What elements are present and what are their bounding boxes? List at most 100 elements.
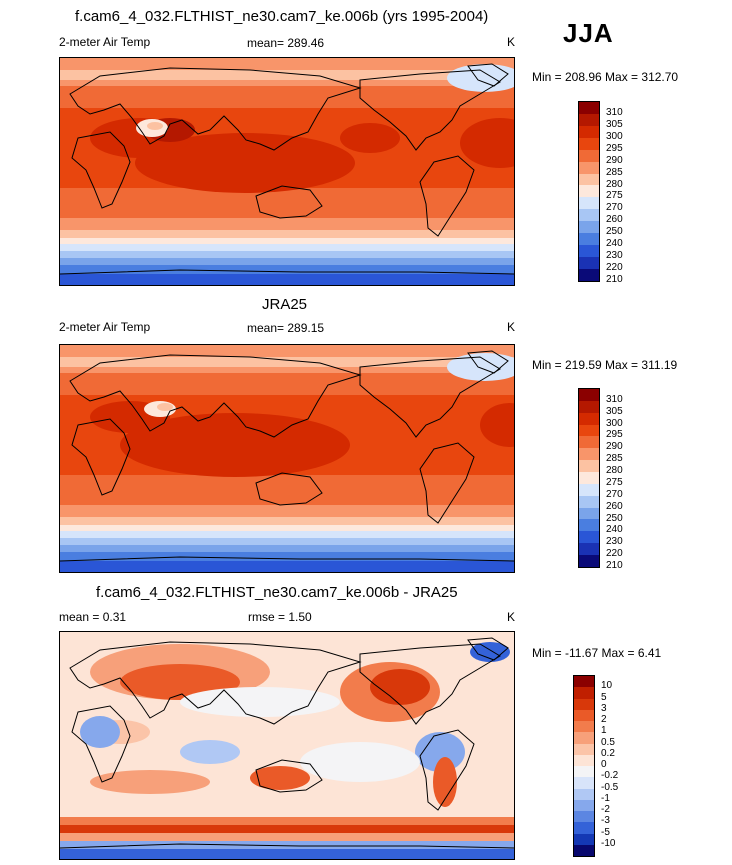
colorbar-tick-label: 300 — [606, 130, 623, 142]
colorbar-tick-label: 2 — [601, 714, 607, 725]
panel-2-units-label: K — [507, 320, 516, 334]
colorbar-swatch — [579, 185, 599, 198]
panel-2-colorbar — [578, 388, 600, 568]
colorbar-tick-label: 3 — [601, 702, 607, 714]
colorbar-tick-label: 275 — [606, 476, 623, 488]
colorbar-swatch — [574, 676, 594, 688]
colorbar-tick-label: 0.5 — [601, 736, 615, 748]
panel-3-colorbar-labels: 10 5 3 2 1 0.5 0.2 0 -0.2 -0.5 -1 -2 -3 -5 -10 — [601, 675, 641, 857]
colorbar-swatch — [579, 113, 599, 126]
panel-3-rmse-label: rmse = 1.50 — [248, 610, 312, 624]
colorbar-tick-label: 305 — [606, 118, 623, 130]
panel-1-colorbar — [578, 101, 600, 282]
colorbar-tick-label: 5 — [601, 691, 607, 703]
colorbar-tick-label: 260 — [606, 214, 623, 226]
colorbar-swatch — [579, 221, 599, 234]
colorbar-swatch — [574, 743, 594, 755]
panel-1-variable-label: 2-meter Air Temp — [59, 35, 151, 49]
colorbar-tick-label: 230 — [606, 536, 623, 548]
colorbar-tick-label: -1 — [601, 792, 610, 804]
panel-3-units-label: K — [507, 610, 516, 624]
colorbar-tick-label: -5 — [601, 826, 610, 838]
colorbar-swatch — [579, 268, 599, 281]
colorbar-swatch — [574, 844, 594, 856]
colorbar-swatch — [574, 822, 594, 834]
panel-1-units-label: K — [507, 35, 516, 49]
panel-3-mean-label: mean = 0.31 — [59, 610, 127, 624]
colorbar-swatch — [574, 687, 594, 699]
colorbar-tick-label: -10 — [601, 837, 616, 849]
colorbar-swatch — [579, 472, 599, 484]
colorbar-swatch — [579, 245, 599, 257]
colorbar-swatch — [579, 543, 599, 556]
colorbar-tick-label: 305 — [606, 405, 623, 417]
colorbar-swatch — [579, 102, 599, 114]
colorbar-tick-label: 270 — [606, 202, 623, 214]
colorbar-tick-label: 290 — [606, 154, 623, 166]
panel-2-mean-label: mean= 289.15 — [247, 321, 325, 335]
colorbar-tick-label: 230 — [606, 250, 623, 262]
colorbar-swatch — [579, 389, 599, 401]
colorbar-swatch — [579, 197, 599, 210]
colorbar-swatch — [574, 709, 594, 721]
panel-3-colorbar — [573, 675, 595, 857]
panel-3-title: f.cam6_4_032.FLTHIST_ne30.cam7_ke.006b -… — [96, 584, 458, 601]
panel-3-map — [59, 631, 515, 860]
colorbar-swatch — [579, 125, 599, 138]
panel-1-title: f.cam6_4_032.FLTHIST_ne30.cam7_ke.006b (… — [75, 8, 489, 25]
panel-3-minmax-label: Min = -11.67 Max = 6.41 — [532, 646, 662, 660]
colorbar-swatch — [579, 412, 599, 425]
colorbar-swatch — [579, 161, 599, 174]
colorbar-tick-label: 240 — [606, 524, 623, 536]
colorbar-tick-label: 295 — [606, 429, 623, 441]
panel-2-title: JRA25 — [262, 296, 308, 313]
colorbar-tick-label: 250 — [606, 512, 623, 524]
colorbar-swatch — [579, 495, 599, 508]
colorbar-tick-label: 0.2 — [601, 747, 615, 759]
colorbar-swatch — [574, 732, 594, 744]
colorbar-tick-label: -0.2 — [601, 770, 619, 782]
colorbar-tick-label: 290 — [606, 441, 623, 453]
colorbar-tick-label: 285 — [606, 453, 623, 465]
colorbar-tick-label: 275 — [606, 190, 623, 202]
colorbar-swatch — [579, 483, 599, 496]
colorbar-swatch — [579, 137, 599, 150]
colorbar-swatch — [579, 256, 599, 269]
colorbar-tick-label: -3 — [601, 815, 610, 827]
colorbar-tick-label: 300 — [606, 417, 623, 429]
colorbar-tick-label: 0 — [601, 759, 607, 770]
colorbar-swatch — [574, 766, 594, 778]
colorbar-swatch — [579, 149, 599, 162]
colorbar-tick-label: 280 — [606, 465, 623, 477]
panel-2-minmax-label: Min = 219.59 Max = 311.19 — [532, 358, 678, 372]
colorbar-tick-label: 220 — [606, 548, 623, 560]
colorbar-swatch — [574, 777, 594, 789]
colorbar-swatch — [579, 400, 599, 413]
colorbar-swatch — [579, 460, 599, 473]
colorbar-swatch — [574, 754, 594, 766]
panel-1-map — [59, 57, 515, 286]
colorbar-tick-label: 285 — [606, 166, 623, 178]
colorbar-tick-label: 250 — [606, 226, 623, 238]
colorbar-swatch — [574, 799, 594, 811]
colorbar-swatch — [574, 698, 594, 710]
colorbar-tick-label: 210 — [606, 274, 623, 285]
colorbar-swatch — [574, 788, 594, 800]
colorbar-swatch — [579, 507, 599, 520]
colorbar-tick-label: 240 — [606, 238, 623, 250]
colorbar-tick-label: 1 — [601, 725, 607, 737]
panel-2-colorbar-labels: 310 305 300 295 290 285 280 275 270 260 250 240 230 2… — [606, 388, 646, 571]
colorbar-tick-label: 260 — [606, 500, 623, 512]
panel-2-variable-label: 2-meter Air Temp — [59, 320, 151, 334]
colorbar-tick-label: 280 — [606, 178, 623, 190]
colorbar-tick-label: 310 — [606, 106, 623, 118]
colorbar-tick-label: 220 — [606, 262, 623, 274]
colorbar-tick-label: 310 — [606, 393, 623, 405]
colorbar-swatch — [579, 424, 599, 437]
colorbar-swatch — [574, 811, 594, 823]
colorbar-swatch — [579, 233, 599, 246]
colorbar-swatch — [579, 173, 599, 186]
colorbar-tick-label: 295 — [606, 142, 623, 154]
colorbar-swatch — [574, 721, 594, 733]
colorbar-swatch — [579, 209, 599, 222]
